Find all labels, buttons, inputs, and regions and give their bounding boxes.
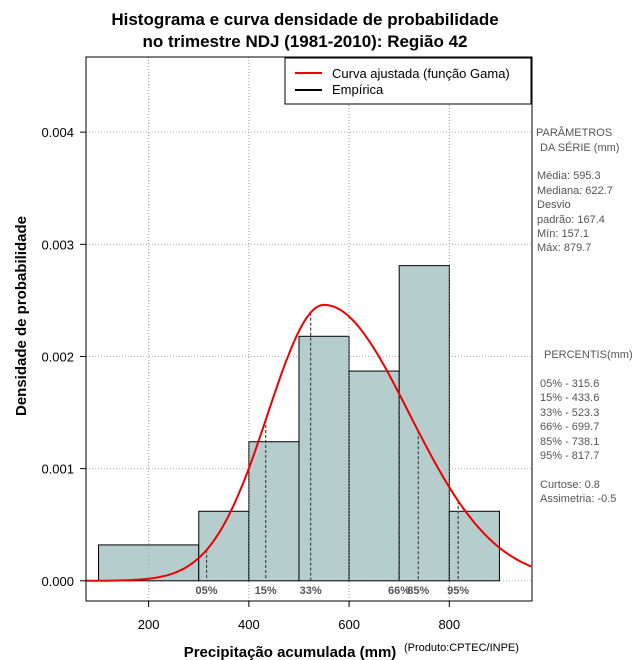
x-tick-label: 400 [238, 617, 260, 632]
y-tick-label: 0.000 [41, 574, 74, 589]
percentile-15: 15% - 433.6 [540, 392, 599, 404]
y-tick-label: 0.003 [41, 237, 74, 252]
media-value: Média: 595.3 [537, 170, 601, 182]
fitted-gamma-curve [86, 303, 532, 582]
mediana-value: Mediana: 622.7 [537, 185, 613, 197]
histogram-bar [98, 544, 200, 582]
plot-frame [85, 56, 533, 602]
max-value: Máx: 879.7 [537, 242, 591, 254]
y-tick-label: 0.001 [41, 462, 74, 477]
desvio-value: padrão: 167.4 [537, 214, 605, 226]
percentile-label: 33% [300, 585, 322, 597]
percentile-33: 33% - 523.3 [540, 407, 599, 419]
percentile-95: 95% - 817.7 [540, 450, 599, 462]
assimetria-value: Assimetria: -0.5 [540, 493, 616, 505]
percentile-label: 95% [447, 585, 469, 597]
histogram-bar [398, 265, 450, 582]
curtose-value: Curtose: 0.8 [540, 479, 600, 491]
x-tick-label: 200 [138, 617, 160, 632]
percentile-label: 05% [196, 585, 218, 597]
x-axis-label: Precipitação acumulada (mm) [184, 644, 397, 660]
percentile-66: 66% - 699.7 [540, 421, 599, 433]
percentile-label: 66% [388, 585, 410, 597]
histogram-bar [248, 441, 300, 582]
histogram-bar [348, 370, 400, 582]
legend-curve-label: Curva ajustada (função Gama) [332, 66, 510, 81]
curve-layer [86, 303, 532, 582]
chart-title-line1: Histograma e curva densidade de probabil… [111, 10, 498, 29]
bars-layer [98, 57, 500, 601]
percentile-05: 05% - 315.6 [540, 378, 599, 390]
x-tick-label: 600 [338, 617, 360, 632]
y-tick-label: 0.004 [41, 125, 74, 140]
percentile-85: 85% - 738.1 [540, 436, 599, 448]
ticks-layer: 200 400 600 800 0.000 0.001 0.002 0.003 0.004 [41, 125, 460, 632]
percentile-label: 15% [255, 585, 277, 597]
percentile-layer: 05% 15% 33% 66%85% 95% [196, 312, 469, 597]
parametros-title-1: PARÂMETROS [536, 126, 612, 139]
percentis-title: PERCENTIS(mm) [544, 349, 633, 361]
chart-title-line2: no trimestre NDJ (1981-2010): Região 42 [142, 32, 467, 51]
y-tick-label: 0.002 [41, 349, 74, 364]
credit-label: (Produto:CPTEC/INPE) [404, 642, 519, 654]
x-tick-label: 800 [438, 617, 460, 632]
parametros-title-2: DA SÉRIE (mm) [540, 141, 619, 154]
desvio-label: Desvio [537, 199, 571, 211]
histogram-bar [298, 335, 350, 582]
y-axis-label: Densidade de probabilidade [13, 216, 30, 416]
legend-empirical-label: Empírica [332, 82, 384, 97]
legend-box [284, 57, 532, 105]
percentiles-panel: PERCENTIS(mm) 05% - 315.6 15% - 433.6 33… [540, 349, 633, 505]
legend: Curva ajustada (função Gama) Empírica [284, 57, 532, 105]
percentile-label: 85% [407, 585, 429, 597]
min-value: Mín: 157.1 [537, 228, 589, 240]
parameters-panel: PARÂMETROS DA SÉRIE (mm) Média: 595.3 Me… [536, 126, 619, 254]
